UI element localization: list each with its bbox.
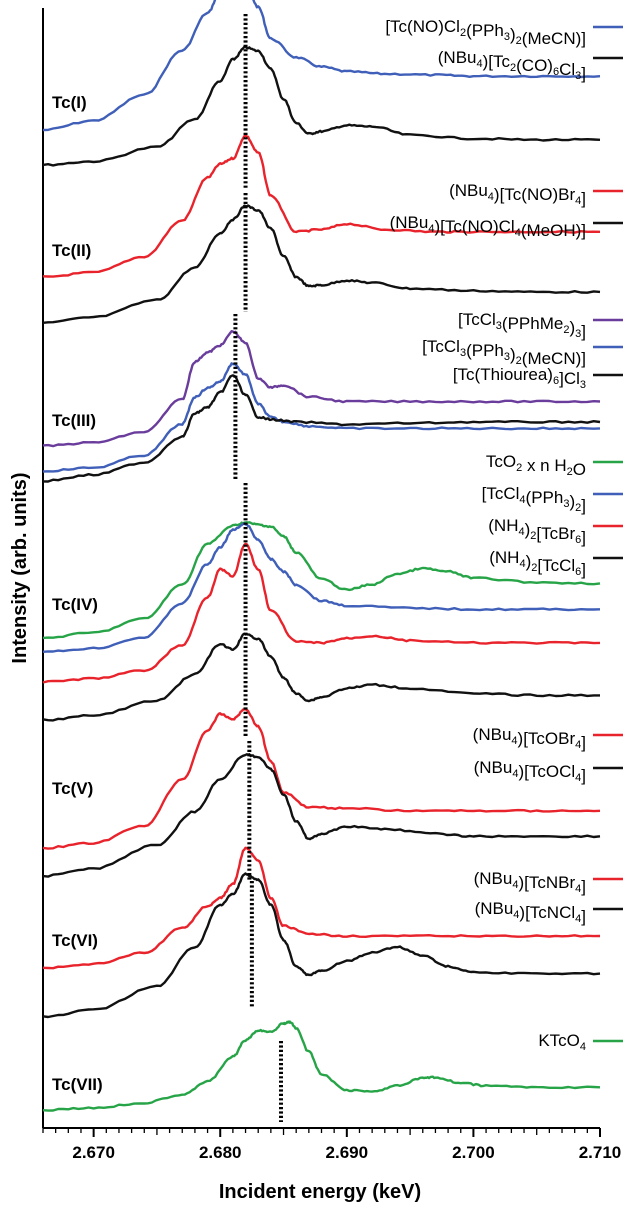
legend-label: [TcCl3(PPh3)2(MeCN)] — [422, 337, 586, 368]
legend-label: [Tc(Thiourea)6]Cl3 — [453, 365, 586, 391]
series-line — [42, 846, 601, 970]
legend-entry: [TcCl3(PPhMe2)3] — [458, 310, 623, 341]
oxidation-state-label: Tc(V) — [52, 779, 93, 798]
legend-entry: (NBu4)[Tc2(CO)6Cl3] — [438, 48, 623, 83]
oxidation-state-label: Tc(VI) — [52, 931, 98, 950]
legend-label: [TcCl3(PPhMe2)3] — [458, 310, 586, 341]
legend-entry: (NBu4)[Tc(NO)Br4] — [449, 181, 623, 208]
x-tick-labels: 2.670 2.680 2.690 2.700 2.710 — [72, 1143, 621, 1162]
series-line — [42, 374, 601, 483]
legend-entry: (NBu4)[TcNCl4] — [475, 899, 623, 926]
legend-label: [TcCl4(PPh3)2] — [482, 484, 586, 515]
series-line — [42, 522, 601, 653]
legend-label: (NBu4)[TcOCl4] — [474, 758, 586, 785]
legend-entry: [Tc(NO)Cl2(PPh3)2(MeCN)] — [385, 17, 623, 48]
legend-label: TcO2 x n H2O — [486, 452, 586, 479]
legend-label: (NH4)2[TcCl6] — [489, 548, 586, 579]
series-line — [42, 45, 601, 167]
legend-label: (NBu4)[TcNBr4] — [474, 869, 586, 896]
x-tick-label: 2.690 — [326, 1143, 369, 1162]
legend-label: KTcO4 — [538, 1031, 586, 1053]
series-line — [42, 204, 601, 324]
oxidation-state-label: Tc(II) — [52, 241, 91, 260]
legend-entry: [TcCl4(PPh3)2] — [482, 484, 623, 515]
legend-label: (NBu4)[Tc(NO)Br4] — [449, 181, 586, 208]
x-ticks — [42, 1128, 601, 1137]
legend-entry: TcO2 x n H2O — [486, 452, 623, 479]
legend-entry: (NBu4)[TcNBr4] — [474, 869, 623, 896]
legend-entry: [TcCl3(PPh3)2(MeCN)] — [422, 337, 623, 368]
x-axis-title: Incident energy (keV) — [219, 1181, 421, 1203]
series-line — [42, 330, 601, 448]
legend-entry: (NH4)2[TcBr6] — [488, 516, 623, 547]
oxidation-state-label: Tc(I) — [52, 93, 87, 112]
legend: [Tc(NO)Cl2(PPh3)2(MeCN)](NBu4)[Tc2(CO)6C… — [385, 17, 623, 1053]
edge-markers — [233, 14, 283, 1122]
oxidation-state-label: Tc(VII) — [52, 1075, 103, 1094]
legend-label: (NH4)2[TcBr6] — [488, 516, 586, 547]
series-line — [42, 542, 601, 684]
legend-label: [Tc(NO)Cl2(PPh3)2(MeCN)] — [385, 17, 586, 48]
legend-entry: [Tc(Thiourea)6]Cl3 — [453, 365, 623, 391]
series-line — [42, 632, 600, 722]
x-tick-label: 2.700 — [452, 1143, 495, 1162]
series-line — [42, 708, 601, 850]
legend-entry: (NBu4)[TcOCl4] — [474, 758, 623, 785]
legend-entry: (NBu4)[TcOBr4] — [473, 725, 623, 752]
y-axis-title: Intensity (arb. units) — [9, 472, 31, 663]
plot-lines — [42, 0, 601, 1112]
oxidation-state-label: Tc(III) — [52, 411, 96, 430]
oxidation-state-label: Tc(IV) — [52, 595, 98, 614]
group-labels: Tc(I) Tc(II) Tc(III) Tc(IV) Tc(V) Tc(VI) Tc(VI… — [52, 93, 103, 1094]
legend-entry: (NH4)2[TcCl6] — [489, 548, 623, 579]
series-line — [42, 521, 601, 640]
series-line — [42, 753, 601, 878]
legend-entry: (NBu4)[Tc(NO)Cl4(MeOH)] — [390, 213, 623, 240]
legend-entry: KTcO4 — [538, 1031, 623, 1053]
legend-label: (NBu4)[Tc(NO)Cl4(MeOH)] — [390, 213, 586, 240]
series-line — [42, 1020, 601, 1112]
legend-label: (NBu4)[Tc2(CO)6Cl3] — [438, 48, 586, 83]
series-line — [42, 362, 601, 473]
legend-label: (NBu4)[TcNCl4] — [475, 899, 586, 926]
series-line — [42, 134, 601, 278]
series-line — [42, 872, 601, 1019]
axes: 2.670 2.680 2.690 2.700 2.710 — [42, 8, 621, 1162]
legend-label: (NBu4)[TcOBr4] — [473, 725, 586, 752]
x-tick-label: 2.680 — [199, 1143, 242, 1162]
x-tick-label: 2.670 — [72, 1143, 115, 1162]
x-tick-label: 2.710 — [579, 1143, 622, 1162]
series-line — [42, 0, 601, 132]
